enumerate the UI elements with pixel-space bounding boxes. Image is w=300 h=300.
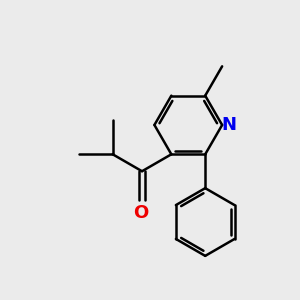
Text: O: O	[133, 203, 148, 221]
Text: N: N	[221, 116, 236, 134]
